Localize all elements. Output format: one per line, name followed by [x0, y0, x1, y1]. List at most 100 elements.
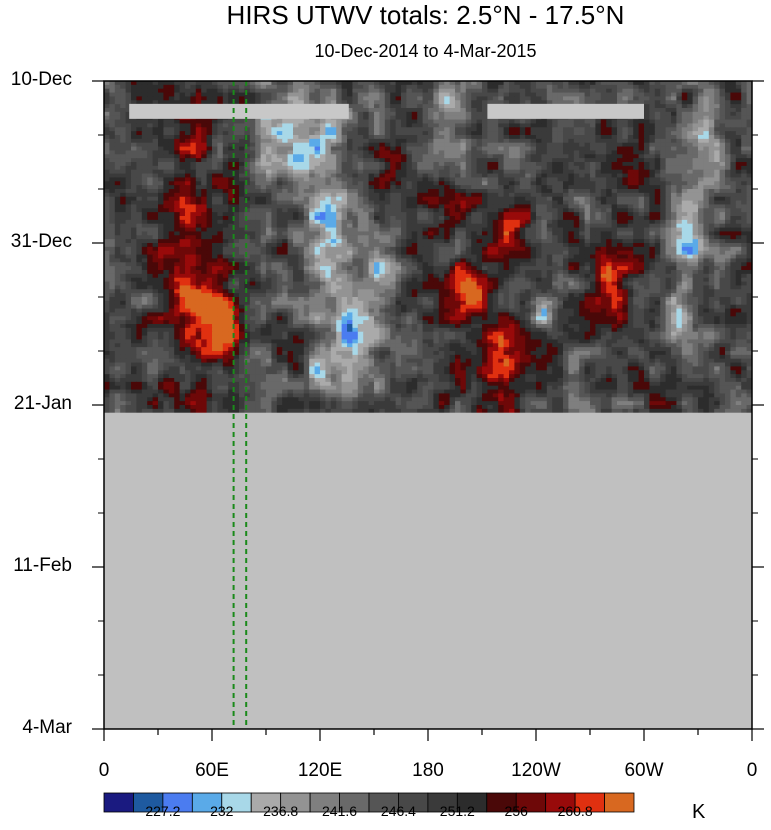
heatmap-cell: [595, 84, 602, 90]
heatmap-cell: [687, 111, 694, 117]
heatmap-cell: [579, 123, 586, 128]
heatmap-cell: [411, 165, 418, 171]
heatmap-cell: [471, 111, 478, 117]
heatmap-cell: [487, 227, 494, 233]
heatmap-cell: [692, 111, 699, 117]
heatmap-cell: [363, 223, 370, 229]
heatmap-cell: [206, 100, 213, 105]
heatmap-cell: [141, 231, 148, 236]
heatmap-cell: [465, 219, 472, 225]
heatmap-cell: [692, 100, 699, 105]
heatmap-cell: [714, 181, 721, 186]
heatmap-cell: [611, 92, 618, 98]
heatmap-cell: [698, 88, 704, 94]
heatmap-cell: [627, 146, 634, 152]
heatmap-cell: [541, 173, 548, 179]
heatmap-cell: [282, 227, 289, 233]
heatmap-cell: [546, 88, 553, 94]
heatmap-cell: [368, 231, 375, 236]
heatmap-cell: [163, 216, 170, 221]
heatmap-cell: [152, 219, 159, 225]
heatmap-cell: [168, 173, 175, 179]
heatmap-cell: [671, 96, 677, 101]
heatmap-cell: [487, 212, 494, 217]
heatmap-cell: [557, 81, 564, 86]
heatmap-cell: [590, 123, 596, 128]
heatmap-cell: [644, 104, 650, 109]
heatmap-cell: [492, 119, 499, 125]
heatmap-cell: [174, 219, 181, 225]
heatmap-cell: [330, 235, 337, 240]
heatmap-cell: [174, 81, 181, 86]
heatmap-cell: [692, 189, 699, 194]
heatmap-cell: [460, 158, 467, 163]
heatmap-cell: [525, 84, 532, 90]
heatmap-cell: [422, 162, 429, 167]
heatmap-cell: [557, 192, 564, 198]
heatmap-cell: [660, 119, 667, 125]
heatmap-cell: [282, 216, 289, 221]
heatmap-cell: [357, 138, 364, 144]
heatmap-cell: [363, 100, 370, 105]
heatmap-cell: [136, 235, 143, 240]
heatmap-cell: [455, 123, 461, 128]
heatmap-cell: [347, 158, 353, 163]
heatmap-cell: [476, 189, 483, 194]
heatmap-cell: [320, 181, 326, 186]
heatmap-cell: [671, 223, 677, 229]
heatmap-cell: [676, 81, 683, 86]
heatmap-cell: [136, 158, 143, 163]
heatmap-cell: [390, 123, 397, 128]
heatmap-cell: [644, 212, 650, 217]
heatmap-cell: [471, 177, 478, 182]
heatmap-cell: [622, 192, 629, 198]
heatmap-cell: [444, 146, 451, 152]
heatmap-cell: [730, 185, 737, 190]
heatmap-cell: [368, 135, 375, 140]
heatmap-cell: [536, 131, 542, 136]
heatmap-cell: [595, 127, 602, 132]
heatmap-cell: [395, 146, 402, 152]
heatmap-cell: [314, 88, 321, 94]
heatmap-cell: [147, 127, 154, 132]
heatmap-cell: [287, 223, 294, 229]
heatmap-cell: [530, 177, 537, 182]
heatmap-cell: [352, 235, 359, 240]
heatmap-cell: [120, 135, 127, 140]
heatmap-cell: [595, 96, 602, 101]
heatmap-cell: [725, 231, 731, 236]
heatmap-cell: [411, 127, 418, 132]
heatmap-cell: [476, 219, 483, 225]
heatmap-cell: [627, 142, 634, 148]
heatmap-cell: [552, 216, 559, 221]
heatmap-cell: [703, 165, 710, 171]
heatmap-cell: [147, 192, 154, 198]
heatmap-cell: [244, 227, 251, 233]
heatmap-cell: [557, 200, 564, 206]
heatmap-cell: [530, 219, 537, 225]
heatmap-cell: [276, 219, 283, 225]
heatmap-cell: [298, 88, 305, 94]
heatmap-cell: [741, 92, 748, 98]
heatmap-cell: [363, 185, 370, 190]
heatmap-cell: [282, 96, 289, 101]
heatmap-cell: [681, 192, 688, 198]
heatmap-cell: [633, 162, 640, 167]
heatmap-cell: [633, 158, 640, 163]
heatmap-cell: [136, 165, 143, 171]
heatmap-cell: [692, 158, 699, 163]
heatmap-cell: [730, 104, 737, 109]
heatmap-cell: [271, 146, 278, 152]
heatmap-cell: [368, 123, 375, 128]
heatmap-cell: [660, 146, 667, 152]
heatmap-cell: [379, 158, 386, 163]
heatmap-cell: [239, 219, 245, 225]
heatmap-cell: [422, 111, 429, 117]
heatmap-cell: [584, 92, 591, 98]
heatmap-cell: [125, 150, 132, 155]
heatmap-cell: [465, 177, 472, 182]
heatmap-cell: [141, 169, 148, 175]
heatmap-cell: [708, 173, 715, 179]
heatmap-cell: [671, 196, 677, 202]
heatmap-cell: [298, 162, 305, 167]
